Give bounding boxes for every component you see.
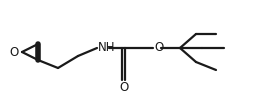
Text: O: O [154, 40, 163, 53]
Text: NH: NH [98, 40, 115, 53]
Text: O: O [119, 81, 129, 94]
Text: O: O [9, 46, 19, 59]
